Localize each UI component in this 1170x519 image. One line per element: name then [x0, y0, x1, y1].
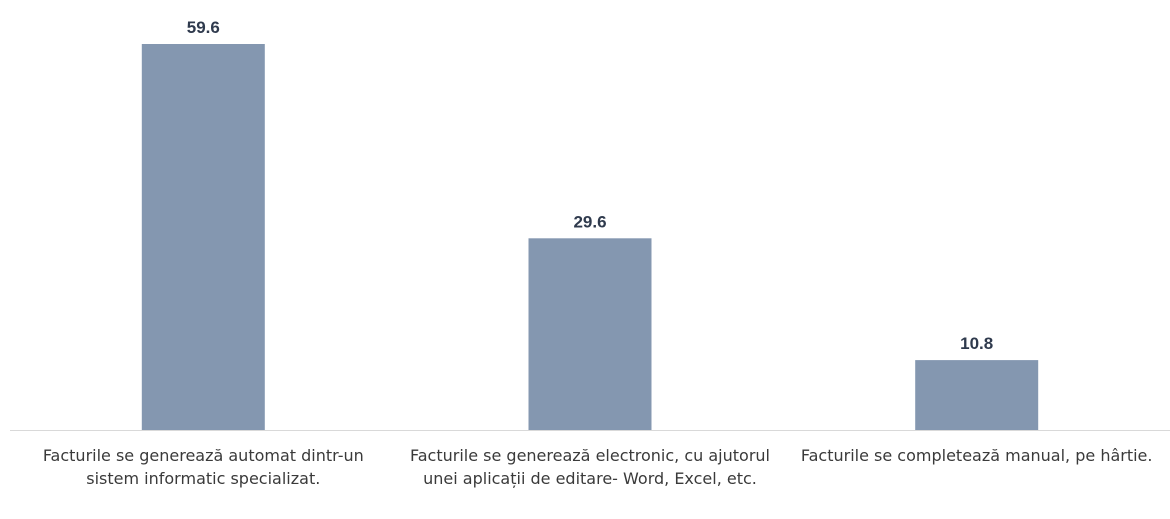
bar-3 [915, 360, 1039, 430]
bar-2 [528, 238, 652, 430]
category-label-3: Facturile se completează manual, pe hârt… [800, 446, 1153, 465]
value-label-1: 59.6 [187, 18, 220, 37]
category-label-1: Facturile se generează automat dintr-un … [42, 446, 364, 488]
value-label-2: 29.6 [573, 212, 606, 231]
value-label-3: 10.8 [960, 334, 993, 353]
category-label-2: Facturile se generează electronic, cu aj… [410, 446, 770, 488]
bar-1 [141, 44, 265, 430]
